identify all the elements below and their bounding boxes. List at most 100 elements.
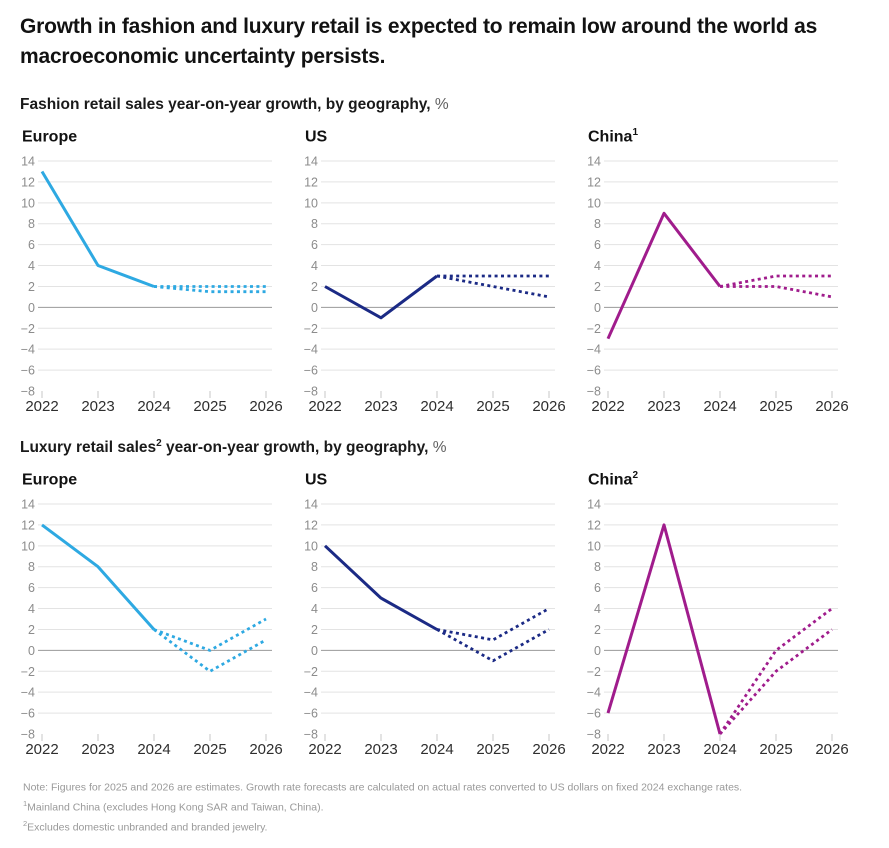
series-estimate-lower (720, 285, 833, 299)
footnotes: Note: Figures for 2025 and 2026 are esti… (20, 776, 869, 836)
x-tick-label: 2024 (703, 398, 736, 415)
x-tick-label: 2022 (591, 741, 624, 758)
y-tick-label: −6 (304, 707, 318, 721)
x-tick-label: 2025 (759, 398, 792, 415)
section-title-text: Fashion retail sales year-on-year growth… (20, 96, 431, 114)
y-tick-label: −6 (21, 707, 35, 721)
chart-title-china: China1 (586, 127, 869, 149)
series-estimate-upper (153, 618, 267, 653)
y-tick-label: 8 (28, 217, 35, 231)
page-title: Growth in fashion and luxury retail is e… (20, 15, 818, 68)
y-tick-label: 8 (311, 217, 318, 231)
y-tick-label: −8 (587, 385, 601, 399)
x-tick-label: 2024 (137, 398, 170, 415)
chart-luxury-europe: Europe 14 12 10 8 6 4 2 0 −2 −4 −6 −8 2022 2023 2024 20… (20, 470, 303, 759)
x-tick-label: 2026 (532, 398, 565, 415)
x-tick-label: 2024 (420, 398, 453, 415)
y-tick-label: 10 (587, 196, 601, 210)
chart-plot-luxury-europe: 14 12 10 8 6 4 2 0 −2 −4 −6 −8 2022 2023 2024 2025 2026 (20, 492, 303, 759)
y-tick-label: 6 (28, 581, 35, 595)
y-tick-label: 2 (311, 280, 318, 294)
series-actual (41, 524, 156, 631)
region-footnote-marker: 2 (632, 470, 639, 482)
y-tick-label: −2 (21, 322, 35, 336)
y-tick-label: 0 (28, 301, 35, 315)
x-tick-label: 2024 (137, 741, 170, 758)
x-tick-label: 2026 (249, 398, 282, 415)
y-tick-label: −2 (21, 665, 35, 679)
y-tick-label: 12 (21, 519, 35, 533)
y-tick-label: 14 (587, 498, 601, 512)
section-title-fashion: Fashion retail sales year-on-year growth… (20, 95, 869, 114)
x-tick-label: 2022 (308, 741, 341, 758)
x-tick-label: 2026 (815, 398, 848, 415)
region-label: China (588, 471, 633, 489)
series-estimate-lower (153, 285, 266, 294)
y-tick-label: 10 (21, 540, 35, 554)
y-tick-label: −2 (587, 665, 601, 679)
x-tick-label: 2022 (25, 398, 58, 415)
y-tick-label: 4 (594, 602, 601, 616)
y-tick-label: −4 (304, 343, 318, 357)
chart-plot-luxury-china: 14 12 10 8 6 4 2 0 −2 −4 −6 −8 2022 2023 2024 2025 2026 (586, 492, 869, 759)
y-tick-label: 8 (28, 561, 35, 575)
x-tick-label: 2023 (81, 741, 114, 758)
y-tick-label: 2 (311, 623, 318, 637)
y-tick-label: 6 (594, 581, 601, 595)
y-tick-label: 12 (587, 519, 601, 533)
x-tick-label: 2026 (532, 741, 565, 758)
y-tick-label: 6 (28, 238, 35, 252)
y-tick-label: 4 (311, 602, 318, 616)
y-tick-label: 0 (311, 301, 318, 315)
chart-fashion-china: China1 14 12 10 8 6 4 2 0 −2 −4 −6 −8 2022 2023 2024 20… (586, 127, 869, 415)
y-tick-label: 12 (304, 519, 318, 533)
y-tick-label: −6 (587, 707, 601, 721)
y-tick-label: 10 (587, 540, 601, 554)
x-tick-label: 2025 (476, 398, 509, 415)
y-tick-label: −4 (304, 686, 318, 700)
section-title-superscript: 2 (156, 438, 162, 450)
x-tick-label: 2026 (249, 741, 282, 758)
footnote-marker: 1 (23, 799, 28, 809)
series-actual (606, 211, 722, 340)
chart-luxury-us: US 14 12 10 8 6 4 2 0 −2 −4 −6 −8 2022 2023 2024 2025 20… (303, 470, 586, 759)
y-tick-label: 6 (311, 238, 318, 252)
region-label: US (305, 471, 328, 489)
chart-title-us: US (303, 470, 586, 492)
y-tick-label: 6 (594, 238, 601, 252)
series-estimate-lower (718, 628, 833, 736)
chart-title-europe: Europe (20, 470, 303, 492)
series-actual (40, 170, 155, 289)
unit-label: % (434, 96, 449, 114)
y-tick-label: 0 (594, 301, 601, 315)
y-tick-label: 0 (28, 644, 35, 658)
y-tick-label: −6 (587, 364, 601, 378)
y-tick-label: 12 (21, 176, 35, 190)
y-tick-label: −2 (304, 322, 318, 336)
chart-plot-fashion-europe: 14 12 10 8 6 4 2 0 −2 −4 −6 −8 2022 2023 2024 2025 2026 (20, 149, 303, 416)
charts-row-luxury: Europe 14 12 10 8 6 4 2 0 −2 −4 −6 −8 2022 2023 2024 20… (20, 470, 869, 758)
y-tick-label: −6 (21, 364, 35, 378)
x-tick-label: 2025 (476, 741, 509, 758)
y-tick-label: 14 (21, 498, 35, 512)
section-fashion: Fashion retail sales year-on-year growth… (20, 95, 869, 415)
y-tick-label: −4 (587, 343, 601, 357)
x-tick-label: 2025 (193, 741, 226, 758)
y-tick-label: 6 (311, 581, 318, 595)
y-tick-label: −2 (304, 665, 318, 679)
y-tick-label: −8 (587, 728, 601, 742)
y-tick-label: 2 (28, 623, 35, 637)
x-tick-label: 2023 (647, 741, 680, 758)
footnote-text: Note: Figures for 2025 and 2026 are esti… (23, 781, 743, 794)
series-estimate-lower (436, 628, 550, 663)
region-label: China (588, 128, 633, 146)
footnote-jewelry: 2Excludes domestic unbranded and branded… (23, 816, 869, 836)
x-tick-label: 2026 (815, 741, 848, 758)
y-tick-label: −8 (21, 728, 35, 742)
x-tick-label: 2022 (25, 741, 58, 758)
y-tick-label: 2 (28, 280, 35, 294)
y-tick-label: 14 (21, 155, 35, 169)
